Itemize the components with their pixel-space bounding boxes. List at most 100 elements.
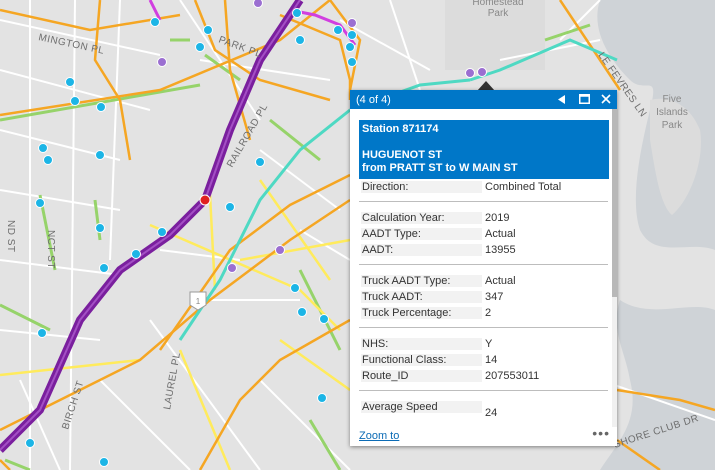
field-label: Truck AADT:: [361, 291, 482, 303]
field-row: NHS: Y: [361, 336, 617, 352]
station-marker[interactable]: [95, 150, 105, 160]
feature-popup: (4 of 4) Station 871174 HUGUENOT ST from…: [350, 90, 617, 446]
station-marker[interactable]: [195, 42, 205, 52]
station-marker[interactable]: [65, 77, 75, 87]
field-value: Actual: [485, 228, 516, 240]
interstate-centerline: [0, 0, 301, 451]
svg-text:Park: Park: [488, 8, 510, 19]
field-row: Truck AADT Type: Actual: [361, 273, 617, 289]
label-nd-st: ND ST: [5, 220, 16, 253]
field-row: Truck Percentage: 2: [361, 305, 617, 321]
field-row: Calculation Year: 2019: [361, 210, 617, 226]
station-marker[interactable]: [292, 8, 302, 18]
field-label: Route_ID: [361, 370, 482, 382]
field-groups: Calculation Year: 2019 AADT Type: Actual AAD…: [350, 201, 617, 419]
label-homestead-park: Homestead Park: [472, 0, 523, 19]
island: [650, 98, 701, 215]
field-label: AADT:: [361, 244, 482, 256]
popup-title-station: Station 871174: [362, 123, 439, 135]
field-value: 13955: [485, 244, 516, 256]
field-row: Functional Class: 14: [361, 352, 617, 368]
station-marker[interactable]: [38, 143, 48, 153]
field-separator: [359, 264, 608, 265]
field-row: Average Speed 24: [361, 399, 617, 419]
station-marker[interactable]: [70, 96, 80, 106]
field-separator: [359, 327, 608, 328]
popup-footer: Zoom to •••: [350, 425, 612, 446]
station-marker[interactable]: [345, 42, 355, 52]
svg-text:Park: Park: [662, 120, 684, 131]
field-label: Truck AADT Type:: [361, 275, 482, 287]
field-row: Route_ID 207553011: [361, 368, 617, 384]
station-marker[interactable]: [99, 263, 109, 273]
station-marker[interactable]: [43, 155, 53, 165]
station-marker[interactable]: [319, 314, 329, 324]
station-marker[interactable]: [157, 227, 167, 237]
close-icon[interactable]: [599, 92, 613, 106]
station-marker[interactable]: [333, 25, 343, 35]
field-value: 14: [485, 354, 498, 366]
popup-counter: (4 of 4): [356, 93, 391, 106]
station-marker[interactable]: [297, 307, 307, 317]
popup-title-extent: from PRATT ST to W MAIN ST: [362, 162, 518, 174]
field-label: Average Speed: [361, 401, 482, 413]
popup-scrollbar[interactable]: [612, 109, 617, 427]
station-marker[interactable]: [150, 17, 160, 27]
station-marker[interactable]: [347, 57, 357, 67]
station-marker[interactable]: [96, 102, 106, 112]
field-value: 24: [485, 407, 498, 419]
triangle-left-icon[interactable]: [555, 92, 569, 106]
popup-content[interactable]: Station 871174 HUGUENOT ST from PRATT ST…: [350, 109, 617, 427]
station-marker[interactable]: [290, 283, 300, 293]
popup-header: (4 of 4): [350, 90, 617, 109]
field-row: AADT Type: Actual: [361, 226, 617, 242]
station-marker[interactable]: [347, 30, 357, 40]
field-separator: [359, 390, 608, 391]
water-area-south: [600, 300, 715, 470]
station-marker[interactable]: [295, 35, 305, 45]
field-row-direction: Direction: Combined Total: [361, 179, 617, 195]
popup-title-street: HUGUENOT ST: [362, 149, 443, 161]
more-options-icon[interactable]: •••: [592, 425, 610, 441]
station-marker[interactable]: [25, 438, 35, 448]
field-label: NHS:: [361, 338, 482, 350]
station-marker[interactable]: [275, 245, 285, 255]
station-marker[interactable]: [157, 57, 167, 67]
route-shield-icon: 1: [189, 291, 207, 311]
station-marker[interactable]: [35, 198, 45, 208]
station-marker[interactable]: [227, 263, 237, 273]
label-five-islands-park: Five Islands Park: [656, 94, 688, 131]
station-marker[interactable]: [465, 68, 475, 78]
zoom-to-link[interactable]: Zoom to: [359, 430, 400, 442]
field-row: AADT: 13955: [361, 242, 617, 258]
scrollbar-thumb[interactable]: [612, 109, 617, 297]
station-marker[interactable]: [131, 249, 141, 259]
field-separator: [359, 201, 608, 202]
field-label: Calculation Year:: [361, 212, 482, 224]
selected-station-marker[interactable]: [199, 194, 211, 206]
field-value: 2: [485, 307, 492, 319]
popup-title: Station 871174 HUGUENOT ST from PRATT ST…: [359, 120, 609, 179]
station-marker[interactable]: [255, 157, 265, 167]
field-value: Y: [485, 338, 493, 350]
field-value: 2019: [485, 212, 510, 224]
field-label: Functional Class:: [361, 354, 482, 366]
station-marker[interactable]: [347, 18, 357, 28]
station-marker[interactable]: [253, 0, 263, 8]
field-label: AADT Type:: [361, 228, 482, 240]
station-marker[interactable]: [99, 457, 109, 467]
route-shield-number: 1: [196, 297, 201, 306]
field-label: Direction:: [361, 181, 482, 193]
station-marker[interactable]: [477, 67, 487, 77]
station-marker[interactable]: [317, 393, 327, 403]
station-marker[interactable]: [203, 25, 213, 35]
station-marker[interactable]: [37, 328, 47, 338]
field-row: Truck AADT: 347: [361, 289, 617, 305]
maximize-icon[interactable]: [577, 92, 591, 106]
station-marker[interactable]: [225, 202, 235, 212]
field-label: Truck Percentage:: [361, 307, 482, 319]
station-marker[interactable]: [95, 223, 105, 233]
label-nct-st: NCT ST: [45, 230, 56, 269]
svg-text:Islands: Islands: [656, 107, 688, 118]
field-value: Combined Total: [485, 181, 562, 193]
